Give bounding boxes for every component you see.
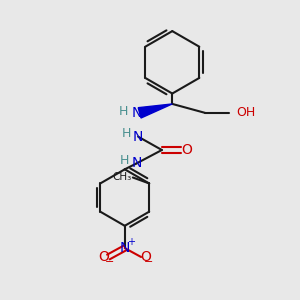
Text: N: N [132,156,142,170]
Text: O: O [181,143,192,157]
Text: N: N [119,241,130,255]
Text: +: + [127,236,135,247]
Polygon shape [138,104,172,118]
Text: −: − [105,257,115,267]
Text: OH: OH [236,106,255,119]
Text: H: H [119,154,129,167]
Text: O: O [98,250,110,264]
Text: H: H [118,105,128,118]
Text: H: H [122,127,131,140]
Text: N: N [132,106,142,120]
Text: −: − [144,257,153,267]
Text: CH₃: CH₃ [112,172,131,182]
Text: N: N [133,130,143,144]
Text: O: O [140,250,151,264]
